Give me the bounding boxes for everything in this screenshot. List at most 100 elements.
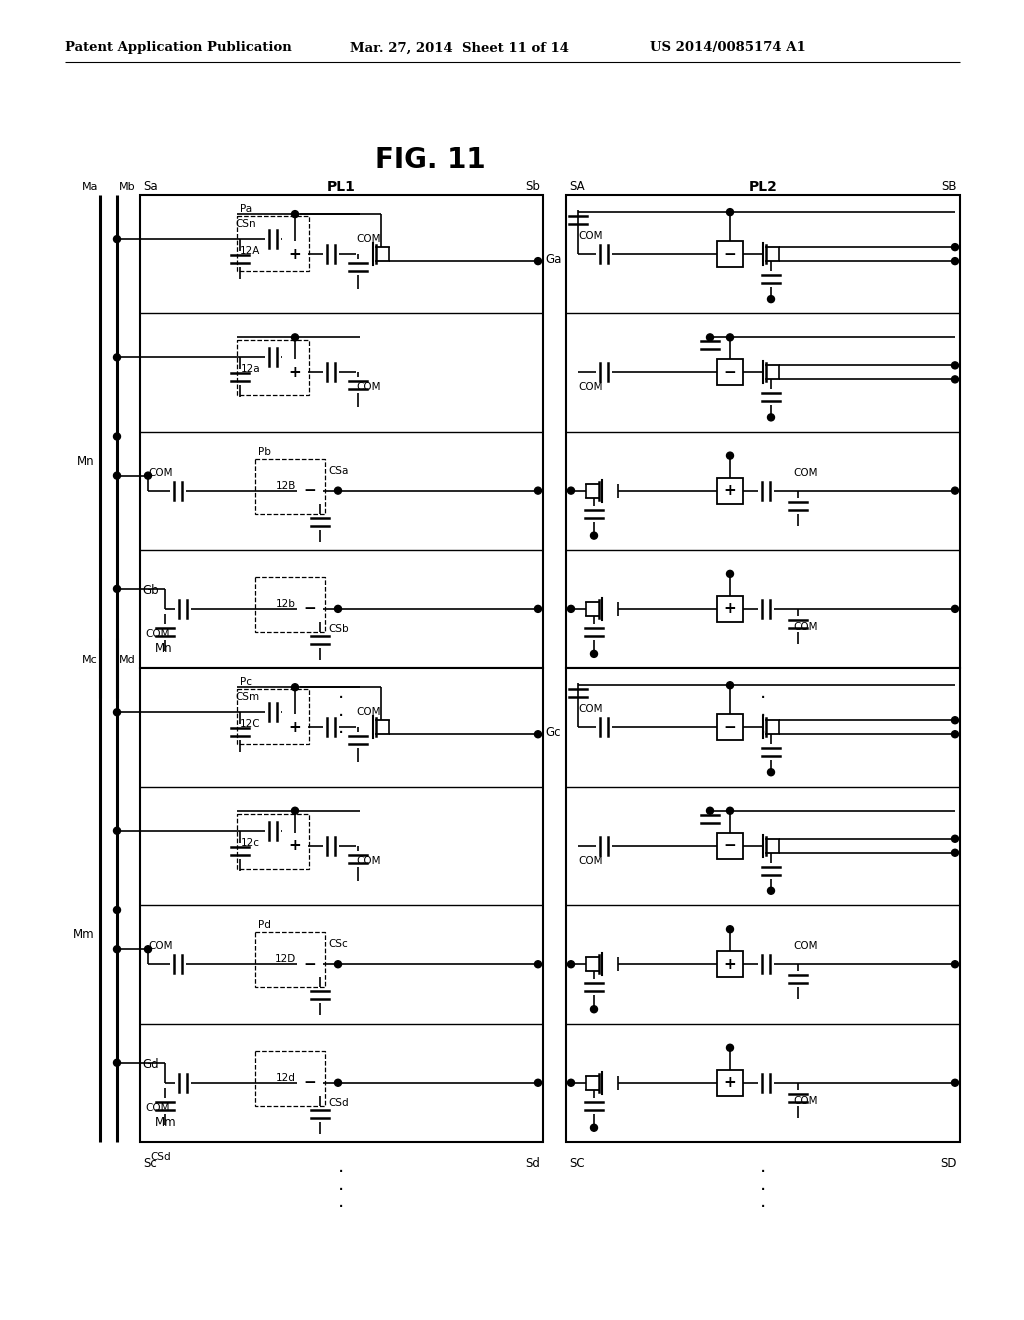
Bar: [717, 1069, 743, 1096]
Text: Mb: Mb: [119, 182, 135, 191]
Text: +: +: [724, 957, 736, 972]
Bar: [717, 359, 743, 385]
Circle shape: [951, 487, 958, 494]
Text: +: +: [724, 483, 736, 498]
Text: 12a: 12a: [241, 364, 260, 375]
Text: .: .: [760, 682, 766, 702]
Circle shape: [114, 585, 121, 593]
Circle shape: [114, 354, 121, 360]
Circle shape: [951, 731, 958, 738]
Circle shape: [726, 808, 733, 814]
Circle shape: [114, 709, 121, 715]
Circle shape: [535, 606, 542, 612]
Text: −: −: [724, 364, 736, 380]
Text: SD: SD: [940, 1158, 957, 1170]
Text: Mc: Mc: [82, 655, 98, 665]
Text: COM: COM: [793, 941, 817, 952]
Text: COM: COM: [356, 383, 381, 392]
Circle shape: [567, 606, 574, 612]
Bar: [237, 689, 309, 744]
Text: COM: COM: [148, 467, 172, 478]
Bar: [140, 668, 543, 1142]
Text: Mm: Mm: [155, 1115, 176, 1129]
Text: Pc: Pc: [240, 677, 252, 688]
Text: COM: COM: [148, 941, 172, 952]
Text: .: .: [760, 701, 766, 719]
Circle shape: [567, 961, 574, 968]
Circle shape: [114, 828, 121, 834]
Text: 12A: 12A: [240, 246, 260, 256]
Text: Sc: Sc: [143, 1158, 157, 1170]
Bar: [237, 341, 309, 396]
Bar: [237, 216, 309, 271]
Text: CSn: CSn: [234, 219, 256, 230]
Bar: [566, 668, 961, 1142]
Text: 12C: 12C: [240, 719, 260, 729]
Text: Ga: Ga: [545, 252, 561, 265]
Circle shape: [292, 684, 299, 690]
Text: 12c: 12c: [241, 838, 260, 847]
Text: COM: COM: [145, 628, 170, 639]
Circle shape: [951, 244, 958, 251]
Text: .: .: [338, 701, 345, 719]
Circle shape: [726, 453, 733, 459]
Text: Mar. 27, 2014  Sheet 11 of 14: Mar. 27, 2014 Sheet 11 of 14: [350, 41, 569, 54]
Text: −: −: [304, 1076, 316, 1090]
Circle shape: [951, 717, 958, 723]
Text: 12B: 12B: [275, 480, 296, 491]
Bar: [297, 478, 323, 504]
Text: CSa: CSa: [328, 466, 348, 475]
Text: .: .: [760, 1192, 766, 1210]
Text: FIG. 11: FIG. 11: [375, 147, 485, 174]
Circle shape: [951, 376, 958, 383]
Text: −: −: [724, 838, 736, 853]
Circle shape: [768, 887, 774, 894]
Bar: [717, 833, 743, 859]
Text: US 2014/0085174 A1: US 2014/0085174 A1: [650, 41, 806, 54]
Text: +: +: [724, 1076, 736, 1090]
Bar: [282, 359, 308, 385]
Text: PL2: PL2: [749, 180, 777, 194]
Circle shape: [768, 296, 774, 302]
Text: Gc: Gc: [545, 726, 560, 739]
Circle shape: [114, 907, 121, 913]
Text: Patent Application Publication: Patent Application Publication: [65, 41, 292, 54]
Circle shape: [768, 414, 774, 421]
Circle shape: [292, 808, 299, 814]
Circle shape: [951, 257, 958, 264]
Text: Pd: Pd: [258, 920, 271, 931]
Text: −: −: [304, 957, 316, 972]
Circle shape: [535, 257, 542, 264]
Text: Mn: Mn: [78, 455, 95, 469]
Text: Sa: Sa: [143, 181, 158, 194]
Text: −: −: [724, 719, 736, 735]
Circle shape: [535, 731, 542, 738]
Text: CSb: CSb: [328, 624, 348, 634]
Circle shape: [726, 334, 733, 341]
Circle shape: [768, 768, 774, 776]
Bar: [566, 195, 961, 668]
Text: −: −: [304, 602, 316, 616]
Circle shape: [535, 487, 542, 494]
Text: CSd: CSd: [328, 1098, 348, 1107]
Bar: [140, 195, 543, 668]
Circle shape: [114, 433, 121, 440]
Circle shape: [335, 606, 341, 612]
Text: .: .: [338, 1158, 345, 1176]
Circle shape: [726, 209, 733, 215]
Text: 12d: 12d: [276, 1073, 296, 1082]
Circle shape: [591, 1006, 597, 1012]
Circle shape: [535, 961, 542, 968]
Bar: [255, 458, 325, 513]
Bar: [282, 714, 308, 741]
Circle shape: [335, 1080, 341, 1086]
Bar: [255, 932, 325, 987]
Text: .: .: [760, 718, 766, 737]
Bar: [237, 813, 309, 869]
Circle shape: [144, 945, 152, 953]
Text: −: −: [304, 483, 316, 498]
Text: Mn: Mn: [155, 642, 173, 655]
Circle shape: [567, 1080, 574, 1086]
Text: 12b: 12b: [276, 599, 296, 609]
Bar: [297, 595, 323, 622]
